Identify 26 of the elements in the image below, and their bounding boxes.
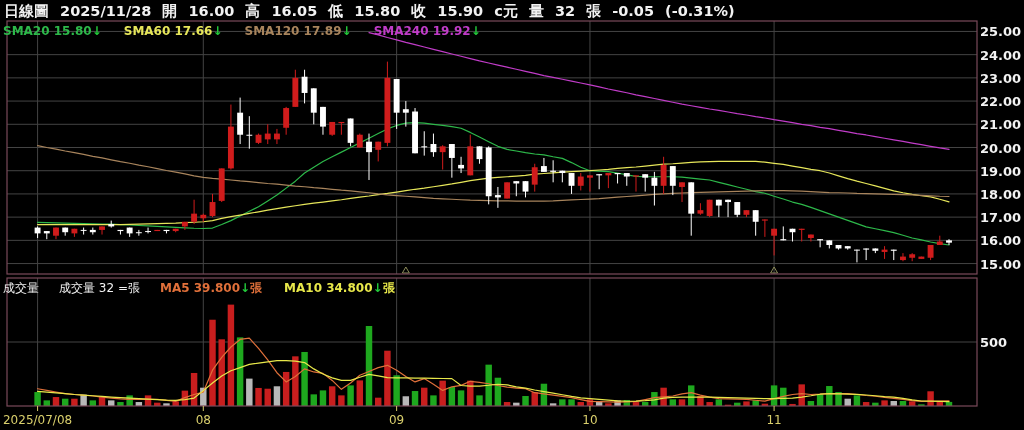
y-tick-label: 21.00 (980, 117, 1022, 133)
y-tick-label: 19.00 (980, 163, 1022, 179)
series-label: SMA240 19.92↓ (373, 24, 481, 38)
chart-title: 日線圖 2025/11/28 開 16.00 高 16.05 低 15.80 收 15.90 c元 量 32 張 -0.05 (-0.31%) (4, 2, 735, 19)
y-tick-label: 22.00 (980, 94, 1022, 110)
chart-subtitle: 成交量 32 =張 (59, 281, 140, 295)
text: MA5 39.800↓張 (159, 281, 264, 295)
y-tick-label: 16.00 (980, 233, 1022, 249)
y-tick-label: 20.00 (980, 140, 1022, 156)
x-tick-label: 10 (582, 413, 598, 427)
y-tick-label: 24.00 (980, 47, 1022, 63)
x-tick-label: 09 (388, 413, 405, 427)
text: SMA60 17.66↓ (123, 24, 223, 38)
text: SMA20 15.80↓ (3, 24, 102, 38)
y-tick-label: 17.00 (980, 210, 1022, 226)
chart-title: 成交量 (3, 281, 39, 295)
y-tick-label: 500 (980, 335, 1008, 350)
x-tick-label: 08 (195, 413, 211, 427)
text: MA10 34.800↓張 (284, 281, 396, 295)
y-tick-label: 25.00 (980, 24, 1022, 40)
y-tick-label: 15.00 (980, 256, 1022, 272)
y-tick-label: 23.00 (980, 70, 1022, 86)
y-tick-label: 18.00 (980, 186, 1022, 202)
text: SMA120 17.89↓ (244, 24, 352, 38)
x-tick-label: 2025/07/08 (3, 413, 73, 427)
x-tick-label: 11 (766, 413, 782, 427)
